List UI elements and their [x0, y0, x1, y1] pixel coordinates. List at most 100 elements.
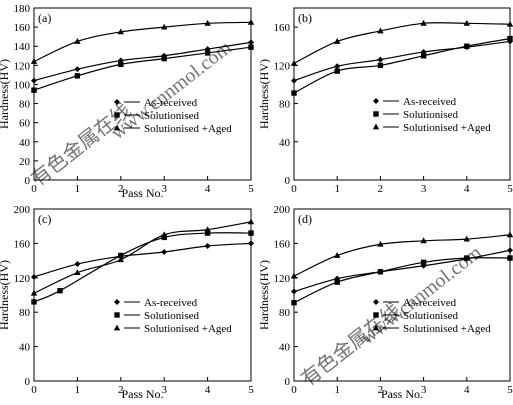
data-point-d-triangle: [420, 237, 427, 244]
x-axis-label-c: Pass No.: [121, 387, 163, 401]
panel-d: 0 1 2 3 4 5 0 40 80 120 160 200 (d) Hardness(HV) Pass …: [257, 204, 513, 401]
data-point-d-square: [291, 300, 297, 306]
series-line-b-diamond: [293, 40, 511, 82]
y-tick-label-d: 160: [274, 238, 291, 250]
data-point-c-square: [57, 288, 63, 294]
data-point-c-square: [31, 299, 37, 305]
data-point-a-diamond: [248, 39, 254, 46]
data-point-a-diamond: [74, 66, 81, 73]
data-point-a-triangle: [117, 28, 124, 35]
y-tick-label-a: 160: [14, 22, 31, 34]
data-point-d-triangle: [463, 235, 470, 242]
plot-frame-a: [33, 7, 252, 181]
legend-label-square: Solutionised: [403, 109, 459, 121]
data-point-c-square: [118, 252, 124, 259]
series-line-a-triangle: [33, 21, 252, 63]
y-tick-label-a: 120: [14, 60, 31, 72]
legend-label-triangle: Solutionised +Aged: [144, 123, 232, 135]
data-point-b-square: [420, 53, 427, 59]
data-point-d-triangle: [334, 252, 341, 258]
data-point-c-diamond: [204, 242, 211, 249]
data-point-b-triangle: [290, 60, 298, 66]
x-tick-label-c: 5: [248, 384, 254, 396]
x-tick-label-d: 2: [378, 384, 384, 396]
legend-marker-square: [373, 111, 379, 117]
data-point-a-square: [248, 44, 254, 50]
x-tick-label-a: 1: [75, 183, 81, 195]
data-point-a-square: [31, 87, 37, 93]
y-tick-label-a: 180: [14, 3, 31, 15]
legend-label-triangle: Solutionised +Aged: [144, 323, 232, 335]
x-tick-label-b: 0: [291, 183, 297, 195]
y-tick-label-a: 40: [19, 137, 31, 149]
data-point-d-square: [334, 279, 340, 285]
data-point-a-square: [204, 50, 211, 56]
data-point-d-square: [377, 269, 384, 275]
data-point-c-triangle: [161, 231, 168, 238]
y-tick-label-d: 120: [274, 273, 291, 285]
x-tick-label-b: 4: [464, 183, 470, 195]
x-tick-label-a: 0: [31, 183, 37, 195]
data-point-d-diamond: [291, 288, 297, 295]
series-line-a-square: [33, 46, 252, 91]
legend-marker-diamond: [114, 299, 120, 305]
plot-frame-c: [33, 208, 252, 382]
y-tick-label-d: 40: [279, 342, 291, 354]
y-tick-label-a: 20: [19, 156, 31, 168]
x-tick-label-d: 5: [507, 384, 513, 396]
legend-label-diamond: As-received: [144, 97, 198, 109]
series-line-c-diamond: [33, 242, 252, 278]
data-point-c-triangle: [117, 256, 124, 263]
data-point-a-diamond: [31, 77, 37, 84]
x-tick-label-a: 5: [248, 183, 254, 195]
data-point-c-triangle: [247, 218, 255, 225]
legend-marker-triangle: [113, 124, 121, 131]
data-point-a-triangle: [30, 58, 38, 64]
y-tick-label-b: 0: [285, 175, 291, 187]
data-point-b-square: [334, 68, 340, 74]
x-tick-label-d: 0: [291, 384, 297, 396]
y-tick-label-c: 160: [14, 238, 31, 250]
legend-marker-diamond: [373, 98, 379, 104]
x-tick-label-c: 1: [75, 384, 81, 396]
legend-marker-diamond: [114, 99, 120, 105]
data-point-c-square: [248, 230, 254, 236]
data-point-b-triangle: [377, 27, 384, 34]
series-line-c-triangle: [33, 221, 252, 294]
legend-marker-triangle: [372, 324, 380, 331]
data-point-b-triangle: [463, 19, 470, 26]
legend-marker-diamond: [373, 299, 379, 305]
x-axis-label-a: Pass No.: [121, 186, 163, 200]
x-tick-label-a: 2: [118, 183, 124, 195]
x-tick-label-b: 1: [334, 183, 340, 195]
data-point-c-diamond: [74, 261, 81, 268]
plot-frame-b: [293, 7, 511, 181]
x-tick-label-c: 2: [118, 384, 124, 396]
data-point-b-diamond: [377, 56, 384, 63]
y-tick-label-d: 200: [274, 204, 291, 216]
y-tick-label-c: 200: [14, 204, 31, 216]
legend-label-square: Solutionised: [144, 110, 200, 122]
legend-label-diamond: As-received: [144, 297, 198, 309]
data-point-d-diamond: [507, 247, 513, 254]
plot-frame-d: [293, 208, 511, 382]
data-point-a-square: [74, 73, 81, 79]
panel-label-a: (a): [38, 11, 51, 25]
y-tick-label-a: 100: [14, 79, 31, 91]
y-tick-label-d: 0: [285, 376, 291, 388]
legend-label-triangle: Solutionised +Aged: [403, 323, 491, 335]
data-point-b-triangle: [506, 20, 513, 27]
data-point-a-square: [118, 61, 124, 68]
legend-marker-square: [114, 312, 120, 318]
panel-label-d: (d): [298, 212, 312, 226]
data-point-b-square: [507, 35, 513, 42]
y-tick-label-c: 40: [19, 342, 31, 354]
data-point-a-triangle: [74, 38, 81, 44]
x-tick-label-b: 2: [378, 183, 384, 195]
data-point-b-square: [291, 90, 297, 96]
data-point-b-triangle: [334, 38, 341, 44]
data-point-d-square: [464, 255, 470, 261]
x-tick-label-c: 0: [31, 384, 37, 396]
